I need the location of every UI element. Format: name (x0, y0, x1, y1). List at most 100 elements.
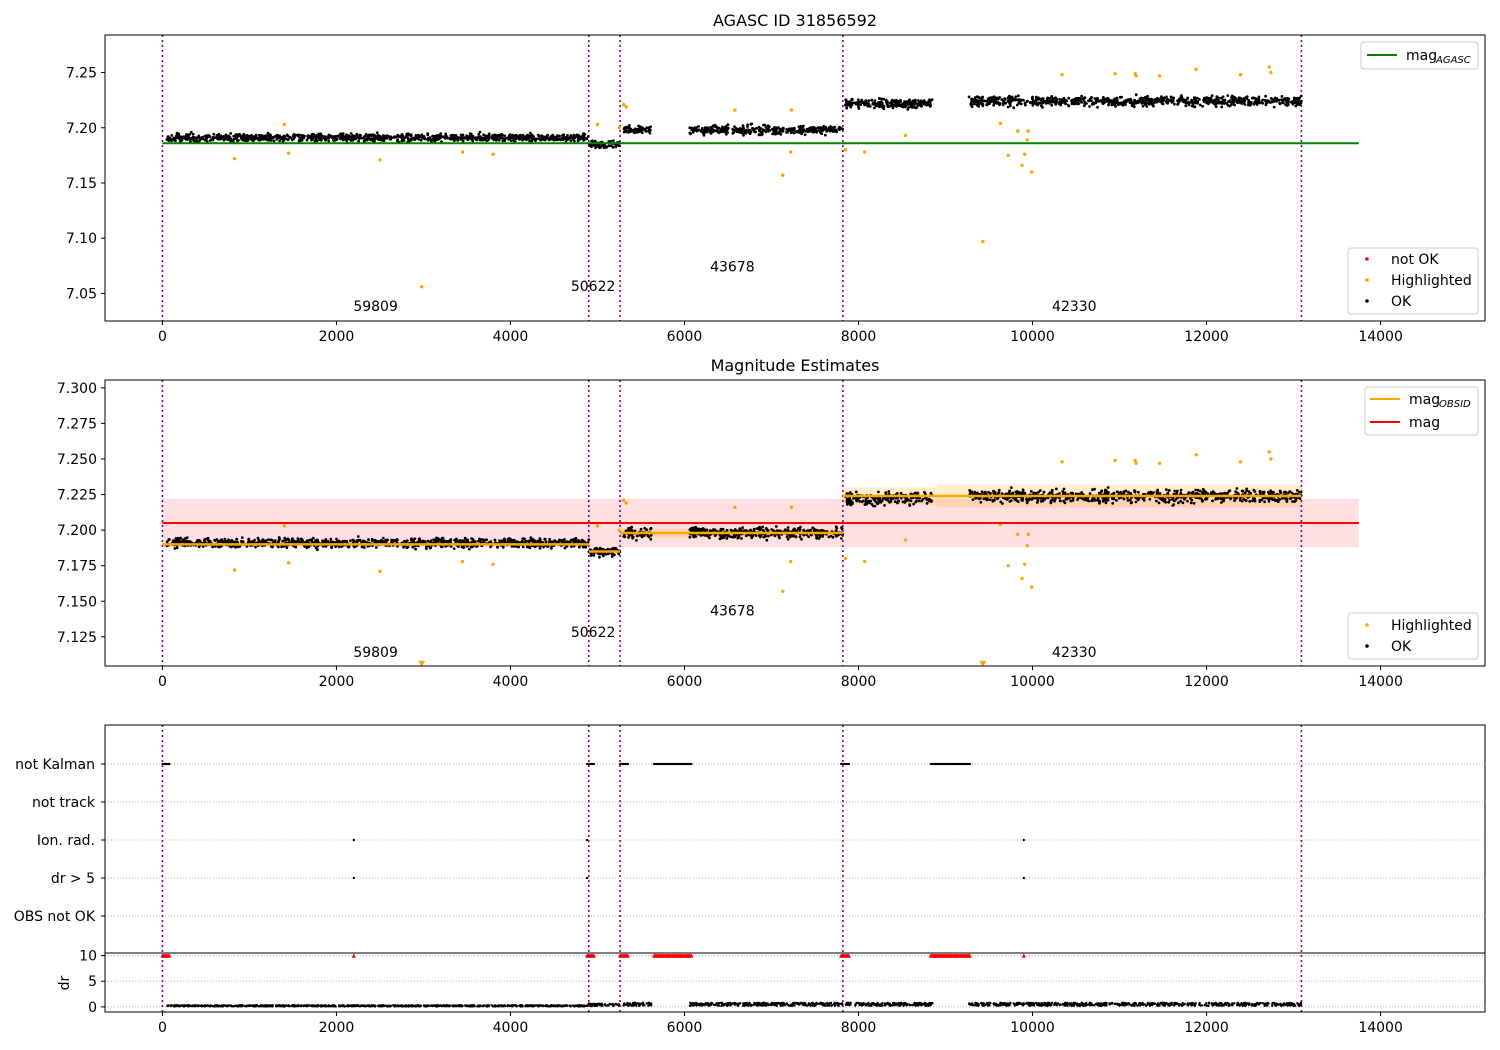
p1-ok-point (1139, 96, 1143, 100)
p1-ok-point (614, 145, 618, 149)
p2-ok-point (570, 545, 573, 548)
p1-ok-point (873, 106, 876, 110)
p1-ok-point (981, 95, 984, 99)
p1-ok-point (891, 106, 895, 110)
p1-ok-point (582, 136, 586, 140)
p1-ok-point (494, 136, 498, 140)
p2-ok-point (694, 525, 698, 529)
p2-ok-point (901, 500, 905, 504)
p2-ok-point (1130, 501, 1133, 504)
p1-ok-point (502, 137, 506, 141)
p2-ok-point (649, 527, 652, 531)
p1-ok-point (748, 132, 752, 136)
p1-ok-point (629, 130, 632, 134)
p1-ok-point (507, 135, 511, 139)
p2-ok-point (165, 540, 169, 544)
p1-ok-point (741, 124, 745, 127)
p1-highlighted-point-33 (1238, 73, 1243, 77)
p2-ok-point (589, 554, 593, 557)
p1-ok-point (1062, 96, 1066, 100)
p1-ok-point (771, 132, 775, 136)
p1-ok-point (1083, 102, 1087, 106)
p1-ok-point (300, 137, 304, 141)
p1-ok-point (1073, 102, 1077, 106)
p1-highlighted-point-22 (1020, 163, 1024, 168)
p1-ok-point (864, 99, 868, 102)
p1-xtick-label-7: 14000 (1358, 329, 1403, 345)
p2-ok-point (1299, 490, 1303, 494)
p1-ok-point (513, 137, 517, 140)
p2-ok-point (467, 547, 471, 551)
p2-ok-point (855, 499, 859, 503)
p2-ok-point (1093, 487, 1096, 491)
p2-ok-point (979, 500, 983, 504)
p2-ok-point (291, 537, 294, 541)
p2-ok-point (254, 545, 257, 549)
p1-highlighted-point-19 (998, 121, 1003, 126)
p1-ok-point (305, 138, 309, 142)
p1-ok-point (586, 135, 590, 138)
p1-highlighted-point-18 (981, 239, 985, 244)
p1-ok-point (1012, 106, 1016, 110)
p2-ok-point (899, 491, 903, 495)
p2-ok-point (538, 537, 542, 541)
p1-ok-point (1220, 105, 1224, 109)
p1-ok-point (511, 133, 514, 137)
p2-ok-point (697, 528, 701, 532)
p1-legend-marker-swatch-2 (1365, 299, 1369, 303)
p1-ok-point (611, 145, 615, 149)
p1-ok-point (449, 134, 453, 138)
p1-ok-point (1206, 100, 1210, 104)
p2-ok-point (179, 540, 183, 544)
p1-highlighted-point-0 (232, 156, 237, 161)
p2-highlighted-point-9 (621, 498, 626, 502)
p1-ok-point (1037, 96, 1040, 100)
p1-ok-point (899, 100, 902, 103)
p1-ok-point (268, 133, 272, 137)
p1-ok-point (916, 99, 920, 102)
p1-ok-point (477, 132, 481, 136)
p1-ok-point (1014, 95, 1018, 99)
p1-ok-point (431, 134, 435, 138)
p1-ok-point (189, 137, 193, 141)
p2-ok-point (185, 539, 189, 543)
p2-ok-point (834, 525, 838, 529)
p2-ok-point (831, 535, 835, 539)
p1-ok-point (888, 101, 892, 105)
p2-ok-point (1216, 497, 1220, 501)
p1-ok-point (732, 129, 735, 132)
p1-ok-point (355, 132, 359, 136)
p1-highlighted-point-21 (1016, 129, 1020, 133)
p2-ok-point (1090, 499, 1094, 503)
p2-ok-point (849, 503, 853, 507)
p1-ok-point (490, 136, 493, 140)
p1-ok-point (721, 125, 724, 129)
p2-ok-point (287, 538, 291, 542)
p2-ok-point (773, 534, 777, 538)
p1-ok-point (1264, 103, 1268, 107)
p2-ok-point (1020, 499, 1024, 502)
p2-ok-point (1285, 500, 1289, 503)
p1-ok-point (844, 103, 847, 107)
p1-ok-point (373, 135, 377, 139)
p2-ok-point (1276, 498, 1280, 501)
p2-ok-point (884, 498, 888, 501)
p2-ok-point (1111, 501, 1115, 505)
p1-ok-point (171, 138, 175, 142)
p2-ok-point (818, 535, 822, 538)
p2-ok-point (1058, 499, 1062, 503)
p1-ok-point (402, 139, 406, 142)
p2-ok-point (439, 545, 443, 549)
p2-ok-point (426, 539, 430, 543)
p1-ok-point (413, 137, 416, 141)
p1-ok-point (253, 137, 257, 141)
p2-ok-point (1294, 496, 1298, 500)
p1-legend-marker-swatch-0 (1365, 257, 1369, 261)
p2-highlighted-point-7 (595, 524, 600, 528)
p2-ok-point (708, 536, 711, 540)
p1-ok-point (981, 102, 985, 106)
p2-ok-point (470, 537, 473, 540)
p2-ok-point (767, 534, 770, 538)
p1-ok-point (308, 135, 312, 139)
p1-ok-point (417, 137, 421, 141)
